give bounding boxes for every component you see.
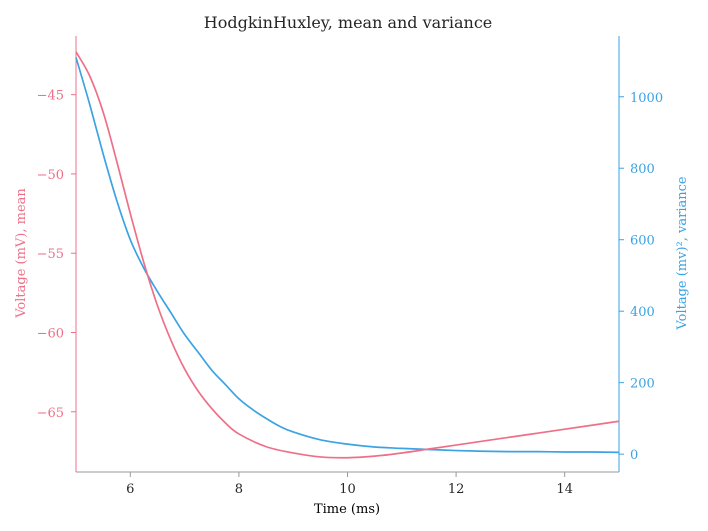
x-tick-label: 6 <box>126 482 134 497</box>
x-ticks: 6 8 10 12 14 <box>126 472 573 497</box>
left-y-axis-label: Voltage (mV), mean <box>14 188 29 319</box>
left-y-tick-label: −60 <box>37 326 64 341</box>
x-tick-label: 14 <box>556 482 573 497</box>
right-y-tick-label: 1000 <box>630 91 663 106</box>
series-mean-line <box>75 51 620 459</box>
right-y-tick-label: 200 <box>630 377 655 392</box>
right-y-ticks: 1000 800 600 400 200 0 <box>619 91 663 463</box>
x-tick-label: 12 <box>448 482 465 497</box>
series-variance-line <box>75 57 620 454</box>
right-y-tick-label: 600 <box>630 234 655 249</box>
left-y-tick-label: −45 <box>37 89 64 104</box>
left-y-tick-label: −65 <box>37 406 64 421</box>
left-y-tick-label: −55 <box>37 247 64 262</box>
chart-title: HodgkinHuxley, mean and variance <box>204 13 493 32</box>
right-y-axis-label: Voltage (mv)², variance <box>675 176 690 330</box>
right-y-tick-label: 0 <box>630 448 638 463</box>
x-tick-label: 8 <box>235 482 243 497</box>
x-tick-label: 10 <box>339 482 356 497</box>
left-y-ticks: −45 −50 −55 −60 −65 <box>37 89 76 421</box>
x-axis-label: Time (ms) <box>314 502 380 517</box>
right-y-tick-label: 400 <box>630 305 655 320</box>
right-y-tick-label: 800 <box>630 162 655 177</box>
left-y-tick-label: −50 <box>37 168 64 183</box>
